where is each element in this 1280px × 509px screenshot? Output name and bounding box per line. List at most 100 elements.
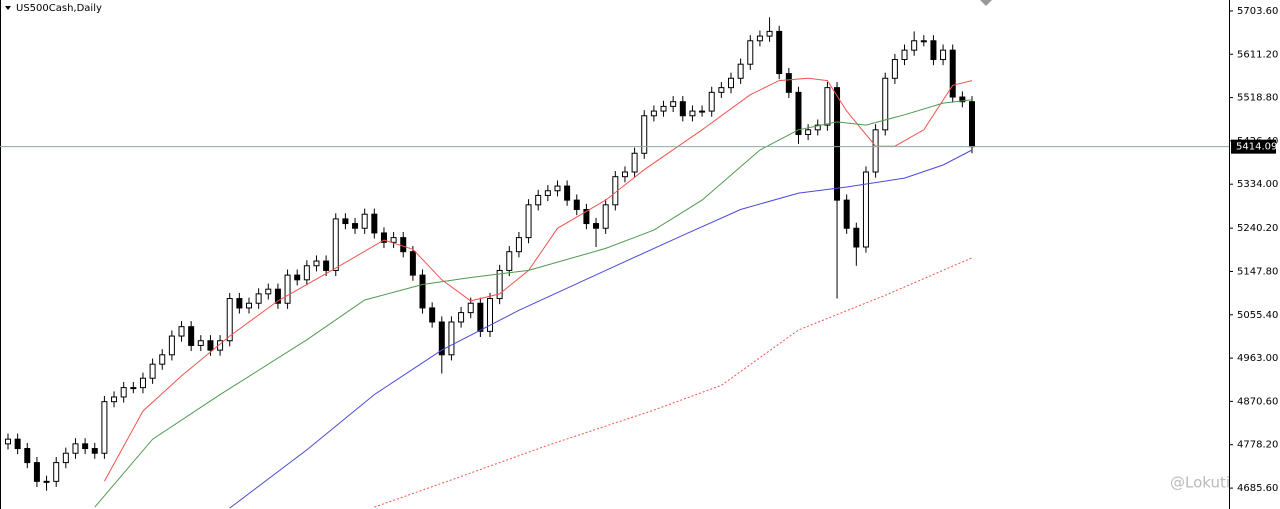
candle-body [139, 377, 146, 389]
y-tick-label: 5334.00 [1237, 179, 1278, 190]
candle-body [91, 448, 98, 454]
candle-body [525, 204, 532, 239]
candle-body [891, 59, 898, 79]
candle-body [467, 302, 474, 314]
candle-body [650, 110, 657, 117]
candle-body [332, 218, 339, 271]
price-label-box [1231, 139, 1276, 154]
candle-body [737, 63, 744, 79]
candle-body [515, 237, 522, 253]
candle-body [342, 218, 349, 225]
candle-body [728, 77, 734, 89]
candle-body [641, 115, 648, 154]
candle-body [409, 251, 416, 276]
candle-body [496, 269, 503, 300]
y-tick-label: 5055.40 [1237, 310, 1278, 321]
candle-body [583, 209, 590, 225]
candle-body [660, 105, 667, 112]
candle-body [236, 298, 243, 309]
candle-body [265, 288, 272, 295]
candle-body [940, 49, 947, 61]
candle-body [477, 302, 484, 332]
candle-body [795, 91, 802, 136]
candle-body [670, 101, 677, 107]
y-tick-label: 4963.00 [1237, 353, 1278, 364]
candle-body [284, 274, 291, 304]
candle-body [178, 326, 185, 337]
candle-body [197, 340, 204, 346]
candle-body [843, 199, 850, 229]
candle-body [149, 363, 156, 379]
candle-body [699, 110, 706, 113]
candle-body [371, 213, 378, 234]
moving-average [94, 99, 973, 508]
candle-body [853, 227, 860, 248]
candle-body [303, 265, 310, 281]
candle-body [544, 190, 551, 196]
candle-body [930, 40, 937, 61]
candle-body [274, 288, 281, 304]
watermark: @Lokuti [1170, 474, 1230, 492]
y-tick-label: 5611.20 [1237, 49, 1278, 60]
candle-body [785, 73, 792, 93]
candle-body [747, 40, 754, 65]
y-tick-label: 4778.20 [1237, 440, 1278, 451]
candle-body [901, 49, 908, 61]
candle-body [53, 462, 60, 482]
candle-body [776, 30, 783, 75]
candle-body [168, 335, 175, 356]
candle-body [448, 321, 455, 356]
candle-body [429, 307, 436, 323]
candle-body [255, 293, 262, 304]
shift-marker [980, 0, 992, 6]
candle-body [207, 340, 214, 351]
candle-body [313, 260, 320, 267]
candle-body [834, 87, 841, 201]
candle-body [949, 49, 956, 98]
y-tick-label: 5240.20 [1237, 223, 1278, 234]
candle-body [82, 443, 89, 450]
candle-body [718, 87, 725, 93]
y-tick-label: 5147.80 [1237, 266, 1278, 277]
candle-body [862, 171, 869, 248]
candle-body [814, 124, 821, 131]
candle-body [24, 448, 31, 464]
candle-body [872, 129, 879, 173]
candle-body [882, 77, 889, 131]
candle-body [631, 152, 638, 173]
candle-body [352, 223, 359, 229]
candle-body [911, 40, 918, 51]
candle-body [756, 35, 763, 42]
candle-body [679, 101, 686, 117]
candle-body [294, 274, 301, 281]
candle-body [390, 237, 397, 243]
plot-area [5, 17, 975, 509]
candle-body [969, 101, 975, 148]
candle-body [72, 443, 79, 454]
chart-title: US500Cash,Daily [16, 3, 102, 14]
y-tick-label: 4870.60 [1237, 396, 1278, 407]
candle-body [573, 199, 580, 211]
candle-body [920, 40, 927, 43]
moving-average [229, 149, 973, 509]
candle-body [535, 194, 542, 206]
candle-body [400, 237, 407, 253]
y-tick-label: 5703.60 [1237, 6, 1278, 17]
candle-body [487, 298, 493, 332]
candle-body [33, 462, 40, 482]
candle-body [438, 321, 445, 356]
candle-body [554, 185, 561, 192]
candle-body [708, 91, 715, 112]
candle-body [62, 452, 69, 464]
candle-body [43, 480, 50, 483]
moving-average [103, 77, 973, 482]
candle-body [101, 401, 108, 454]
candle-body [120, 387, 127, 398]
candle-body [226, 298, 233, 342]
candle-body [217, 340, 224, 351]
candle-body [361, 213, 368, 229]
menu-arrow[interactable] [5, 6, 11, 10]
candle-body [159, 354, 166, 365]
candle-body [188, 326, 195, 346]
